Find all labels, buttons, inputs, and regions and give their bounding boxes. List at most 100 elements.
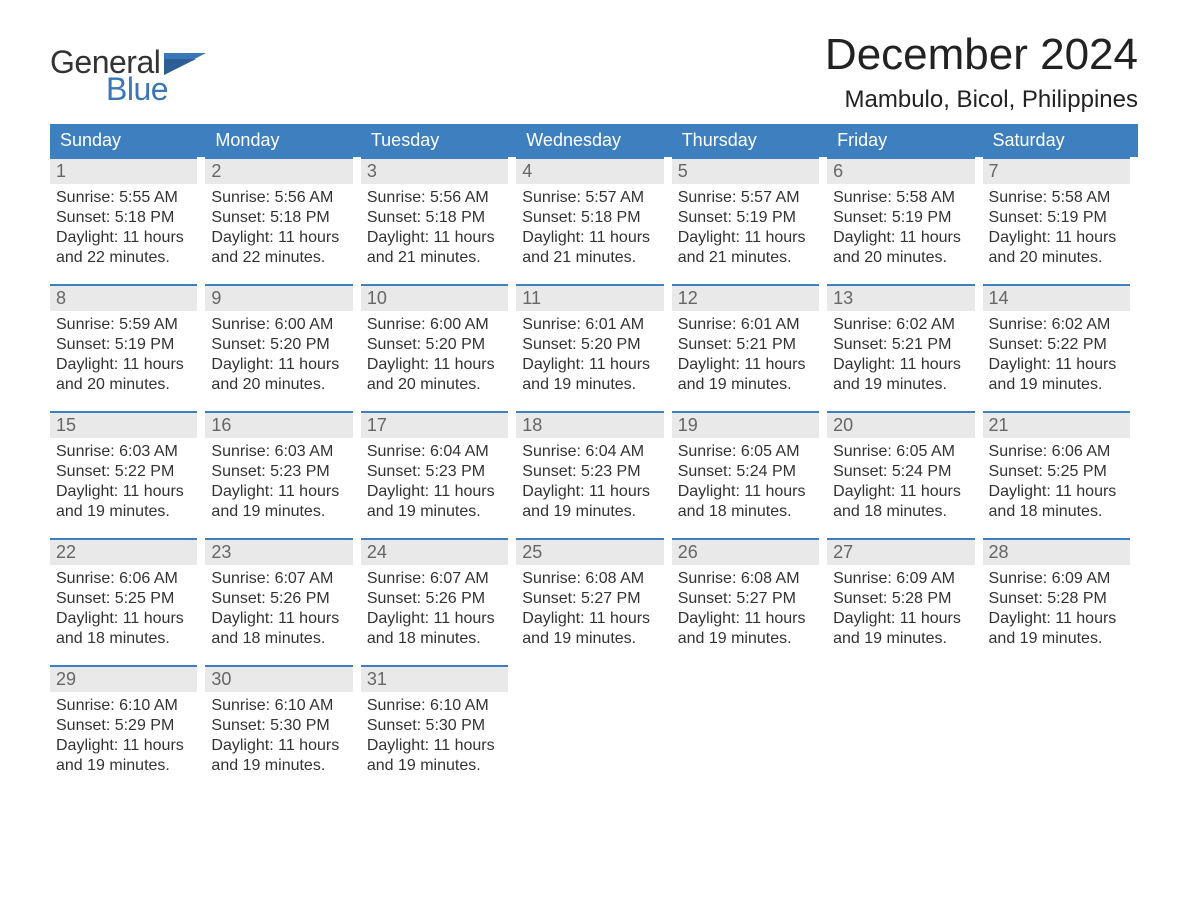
day-number: 6 [827, 157, 974, 184]
day-detail-line: Sunset: 5:20 PM [367, 335, 508, 355]
day-detail-line: and 19 minutes. [833, 375, 974, 395]
day-number: 26 [672, 538, 819, 565]
day-detail-line: Sunset: 5:22 PM [989, 335, 1130, 355]
day-detail-line: Daylight: 11 hours [56, 609, 197, 629]
day-details: Sunrise: 6:02 AMSunset: 5:21 PMDaylight:… [827, 311, 974, 395]
day-detail-line: and 20 minutes. [833, 248, 974, 268]
day-detail-line: Sunrise: 6:09 AM [989, 569, 1130, 589]
day-cell: ..... [827, 665, 982, 776]
day-details: Sunrise: 5:59 AMSunset: 5:19 PMDaylight:… [50, 311, 197, 395]
day-detail-line: Daylight: 11 hours [56, 736, 197, 756]
day-detail-line: Sunset: 5:19 PM [833, 208, 974, 228]
day-detail-line: and 19 minutes. [833, 629, 974, 649]
day-detail-line: Sunrise: 6:10 AM [211, 696, 352, 716]
day-number: 23 [205, 538, 352, 565]
day-number: 28 [983, 538, 1130, 565]
day-details: Sunrise: 5:57 AMSunset: 5:18 PMDaylight:… [516, 184, 663, 268]
day-detail-line: Sunrise: 6:10 AM [56, 696, 197, 716]
brand-logo: General Blue [50, 44, 206, 108]
day-detail-line: Sunrise: 6:10 AM [367, 696, 508, 716]
day-detail-line: and 20 minutes. [56, 375, 197, 395]
day-detail-line: Sunrise: 6:08 AM [522, 569, 663, 589]
day-details: Sunrise: 6:10 AMSunset: 5:30 PMDaylight:… [205, 692, 352, 776]
day-detail-line: Sunset: 5:25 PM [989, 462, 1130, 482]
day-cell: 1Sunrise: 5:55 AMSunset: 5:18 PMDaylight… [50, 157, 205, 268]
day-detail-line: Sunrise: 5:56 AM [211, 188, 352, 208]
day-detail-line: Sunset: 5:30 PM [211, 716, 352, 736]
day-details: Sunrise: 6:00 AMSunset: 5:20 PMDaylight:… [361, 311, 508, 395]
day-detail-line: and 20 minutes. [211, 375, 352, 395]
day-detail-line: and 18 minutes. [833, 502, 974, 522]
day-detail-line: Sunset: 5:23 PM [211, 462, 352, 482]
day-details: Sunrise: 6:06 AMSunset: 5:25 PMDaylight:… [50, 565, 197, 649]
day-detail-line: Sunrise: 5:59 AM [56, 315, 197, 335]
day-number: 19 [672, 411, 819, 438]
day-cell: 12Sunrise: 6:01 AMSunset: 5:21 PMDayligh… [672, 284, 827, 395]
day-cell: 29Sunrise: 6:10 AMSunset: 5:29 PMDayligh… [50, 665, 205, 776]
day-detail-line: Sunrise: 6:07 AM [367, 569, 508, 589]
day-details: Sunrise: 6:00 AMSunset: 5:20 PMDaylight:… [205, 311, 352, 395]
day-detail-line: and 20 minutes. [989, 248, 1130, 268]
day-detail-line: Sunrise: 5:58 AM [989, 188, 1130, 208]
day-number: 22 [50, 538, 197, 565]
day-details: Sunrise: 6:09 AMSunset: 5:28 PMDaylight:… [827, 565, 974, 649]
day-detail-line: and 22 minutes. [211, 248, 352, 268]
day-detail-line: Sunset: 5:23 PM [367, 462, 508, 482]
day-details: Sunrise: 5:56 AMSunset: 5:18 PMDaylight:… [361, 184, 508, 268]
day-detail-line: and 19 minutes. [211, 502, 352, 522]
day-number: 24 [361, 538, 508, 565]
week-row: 29Sunrise: 6:10 AMSunset: 5:29 PMDayligh… [50, 665, 1138, 776]
day-cell: 10Sunrise: 6:00 AMSunset: 5:20 PMDayligh… [361, 284, 516, 395]
day-number: 5 [672, 157, 819, 184]
day-number: 29 [50, 665, 197, 692]
day-cell: 3Sunrise: 5:56 AMSunset: 5:18 PMDaylight… [361, 157, 516, 268]
day-detail-line: Sunset: 5:28 PM [833, 589, 974, 609]
day-cell: 24Sunrise: 6:07 AMSunset: 5:26 PMDayligh… [361, 538, 516, 649]
day-detail-line: Sunset: 5:22 PM [56, 462, 197, 482]
day-cell: 16Sunrise: 6:03 AMSunset: 5:23 PMDayligh… [205, 411, 360, 522]
weekday-header: Wednesday [516, 124, 671, 157]
day-details: Sunrise: 6:01 AMSunset: 5:21 PMDaylight:… [672, 311, 819, 395]
day-details: Sunrise: 6:09 AMSunset: 5:28 PMDaylight:… [983, 565, 1130, 649]
day-details: Sunrise: 5:56 AMSunset: 5:18 PMDaylight:… [205, 184, 352, 268]
day-details: Sunrise: 5:58 AMSunset: 5:19 PMDaylight:… [983, 184, 1130, 268]
day-cell: 26Sunrise: 6:08 AMSunset: 5:27 PMDayligh… [672, 538, 827, 649]
day-number: 9 [205, 284, 352, 311]
day-number: 17 [361, 411, 508, 438]
day-detail-line: Daylight: 11 hours [678, 228, 819, 248]
day-detail-line: Daylight: 11 hours [211, 482, 352, 502]
day-detail-line: Sunrise: 5:57 AM [678, 188, 819, 208]
day-detail-line: and 18 minutes. [989, 502, 1130, 522]
day-number: 8 [50, 284, 197, 311]
day-cell: 4Sunrise: 5:57 AMSunset: 5:18 PMDaylight… [516, 157, 671, 268]
day-detail-line: Daylight: 11 hours [989, 228, 1130, 248]
day-detail-line: Daylight: 11 hours [56, 355, 197, 375]
day-detail-line: and 21 minutes. [678, 248, 819, 268]
day-details: Sunrise: 6:03 AMSunset: 5:23 PMDaylight:… [205, 438, 352, 522]
day-details: Sunrise: 6:08 AMSunset: 5:27 PMDaylight:… [672, 565, 819, 649]
day-detail-line: Sunrise: 6:02 AM [989, 315, 1130, 335]
day-detail-line: Sunset: 5:18 PM [522, 208, 663, 228]
day-cell: 25Sunrise: 6:08 AMSunset: 5:27 PMDayligh… [516, 538, 671, 649]
week-row: 8Sunrise: 5:59 AMSunset: 5:19 PMDaylight… [50, 284, 1138, 395]
weekday-header: Tuesday [361, 124, 516, 157]
day-details: Sunrise: 6:07 AMSunset: 5:26 PMDaylight:… [205, 565, 352, 649]
day-number: 7 [983, 157, 1130, 184]
weekday-header: Sunday [50, 124, 205, 157]
day-detail-line: and 22 minutes. [56, 248, 197, 268]
day-detail-line: Sunset: 5:26 PM [367, 589, 508, 609]
weekday-header: Monday [205, 124, 360, 157]
day-details: Sunrise: 6:06 AMSunset: 5:25 PMDaylight:… [983, 438, 1130, 522]
title-block: December 2024 Mambulo, Bicol, Philippine… [825, 30, 1138, 114]
day-detail-line: Sunset: 5:21 PM [833, 335, 974, 355]
weekday-header-row: SundayMondayTuesdayWednesdayThursdayFrid… [50, 124, 1138, 157]
day-detail-line: Daylight: 11 hours [56, 482, 197, 502]
day-cell: 19Sunrise: 6:05 AMSunset: 5:24 PMDayligh… [672, 411, 827, 522]
day-details: Sunrise: 6:10 AMSunset: 5:30 PMDaylight:… [361, 692, 508, 776]
day-details: Sunrise: 6:08 AMSunset: 5:27 PMDaylight:… [516, 565, 663, 649]
day-detail-line: Sunrise: 6:04 AM [367, 442, 508, 462]
day-detail-line: Daylight: 11 hours [56, 228, 197, 248]
day-cell: 7Sunrise: 5:58 AMSunset: 5:19 PMDaylight… [983, 157, 1138, 268]
day-number: 14 [983, 284, 1130, 311]
day-detail-line: Sunrise: 5:57 AM [522, 188, 663, 208]
